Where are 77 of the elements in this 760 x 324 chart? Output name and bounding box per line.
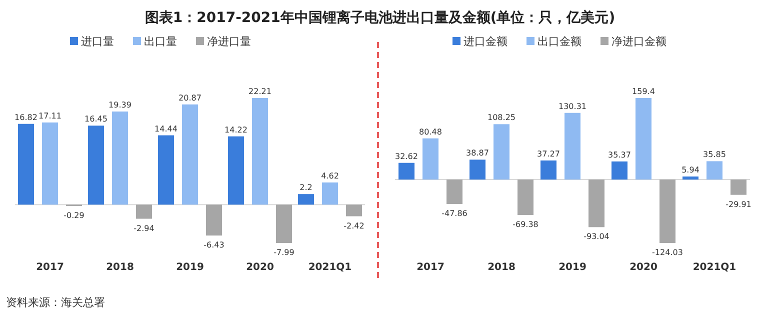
data-label: -0.29	[64, 211, 84, 220]
bar	[276, 204, 292, 243]
legend-label: 进口金额	[464, 35, 508, 48]
data-label: -2.42	[344, 221, 364, 230]
data-label: 32.62	[395, 152, 418, 161]
bar	[446, 180, 462, 204]
bar	[682, 176, 698, 180]
bar	[588, 180, 604, 228]
bar	[540, 160, 556, 180]
data-label: 4.62	[321, 171, 339, 180]
bar	[518, 180, 534, 216]
bar	[730, 180, 746, 195]
bar	[182, 104, 198, 205]
x-tick-label: 2017	[36, 262, 64, 273]
data-label: -93.04	[584, 232, 610, 242]
text: 资料来源：海关总署	[6, 296, 105, 309]
bar	[706, 161, 722, 180]
data-label: -47.86	[442, 209, 468, 218]
data-label: 130.31	[558, 102, 586, 111]
data-label: 35.85	[703, 150, 726, 160]
data-label: -6.43	[204, 240, 224, 250]
bar	[206, 204, 222, 236]
bar	[42, 122, 58, 205]
data-label: -29.91	[726, 200, 752, 209]
data-label: -7.99	[274, 248, 294, 257]
data-label: 35.37	[608, 150, 631, 160]
data-label: 108.25	[488, 113, 516, 122]
bar	[494, 124, 510, 180]
x-tick-label: 2018	[488, 262, 516, 273]
data-label: 16.82	[14, 112, 38, 122]
x-tick-label: 2018	[106, 262, 134, 273]
data-label: 20.87	[178, 93, 202, 102]
bar	[88, 126, 104, 205]
bar	[298, 194, 314, 205]
legend-label: 净进口金额	[612, 35, 666, 48]
chart-title: 图表1：2017-2021年中国锂离子电池进出口量及金额(单位：只，亿美元)	[144, 9, 616, 26]
x-tick-label: 2020	[246, 262, 274, 273]
data-label: 2.2	[300, 183, 312, 192]
legend-label: 出口量	[144, 35, 177, 48]
legend-label: 进口量	[81, 35, 114, 48]
data-label: 14.44	[154, 124, 178, 134]
data-label: 80.48	[419, 127, 442, 136]
bar	[398, 162, 414, 180]
bar	[612, 161, 628, 180]
bar	[252, 98, 268, 205]
data-label: 38.87	[466, 148, 489, 158]
x-tick-label: 2017	[416, 262, 444, 273]
bar	[422, 138, 438, 180]
data-label: 159.4	[632, 87, 655, 96]
legend-label: 净进口量	[207, 35, 251, 48]
bar	[228, 136, 244, 205]
data-label: -124.03	[652, 248, 683, 257]
legend-label: 出口金额	[538, 35, 582, 48]
bar	[158, 135, 174, 205]
x-tick-label: 2021Q1	[692, 262, 736, 273]
data-label: 5.94	[682, 166, 700, 175]
data-label: 37.27	[537, 149, 560, 158]
data-label: 17.11	[38, 111, 62, 120]
data-label: -69.38	[512, 220, 538, 230]
bar	[18, 124, 34, 205]
data-label: 22.21	[248, 87, 272, 96]
bar	[136, 204, 152, 219]
x-tick-label: 2019	[176, 262, 204, 273]
bar	[470, 160, 486, 180]
bar	[346, 204, 362, 216]
bar	[636, 98, 652, 180]
bar	[112, 112, 128, 205]
data-label: 19.39	[108, 100, 132, 110]
bar	[660, 180, 676, 243]
bar	[322, 182, 338, 205]
data-label: -2.94	[134, 224, 154, 233]
data-label: 16.45	[84, 114, 108, 124]
x-tick-label: 2021Q1	[308, 262, 352, 273]
x-tick-label: 2019	[558, 262, 586, 273]
data-label: 14.22	[224, 125, 248, 134]
bar	[564, 112, 580, 180]
x-tick-label: 2020	[630, 262, 658, 273]
